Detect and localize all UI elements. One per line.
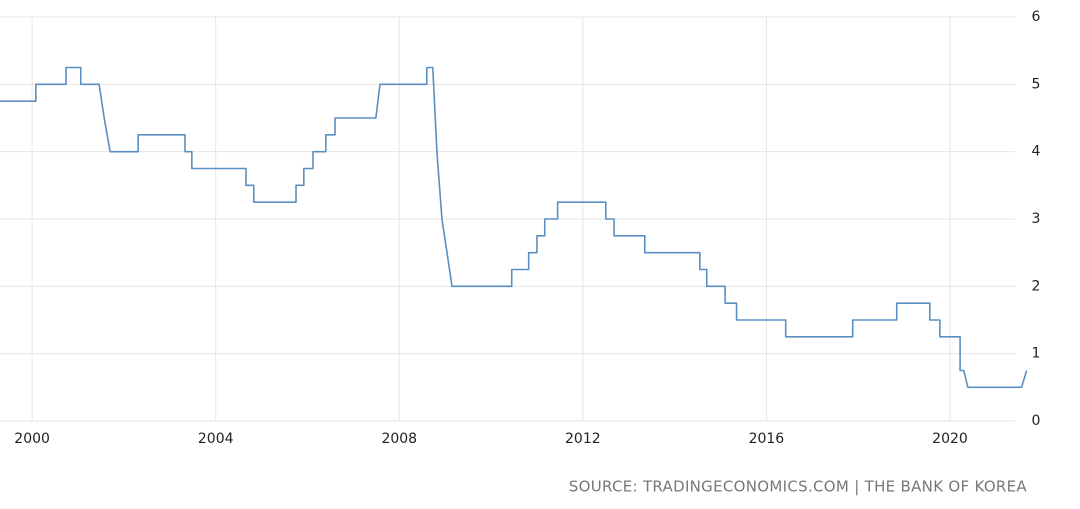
source: SOURCE: TRADINGECONOMICS.COM | THE BANK … (569, 478, 1028, 496)
y-tick-label: 2 (1032, 278, 1041, 294)
y-tick-label: 4 (1032, 144, 1041, 160)
y-tick-label: 5 (1032, 76, 1041, 92)
x-tick-label: 2000 (14, 431, 50, 447)
x-tick-label: 2004 (198, 431, 234, 447)
y-tick-label: 3 (1032, 211, 1041, 227)
y-tick-label: 1 (1032, 346, 1041, 362)
x-tick-label: 2016 (749, 431, 785, 447)
x-tick-label: 2020 (932, 431, 968, 447)
x-tick-label: 2008 (381, 431, 417, 447)
data-line (0, 66, 1028, 389)
y-tick-label: 0 (1032, 413, 1041, 429)
x-tick-label: 2012 (565, 431, 601, 447)
y-tick-label: 6 (1032, 9, 1041, 25)
